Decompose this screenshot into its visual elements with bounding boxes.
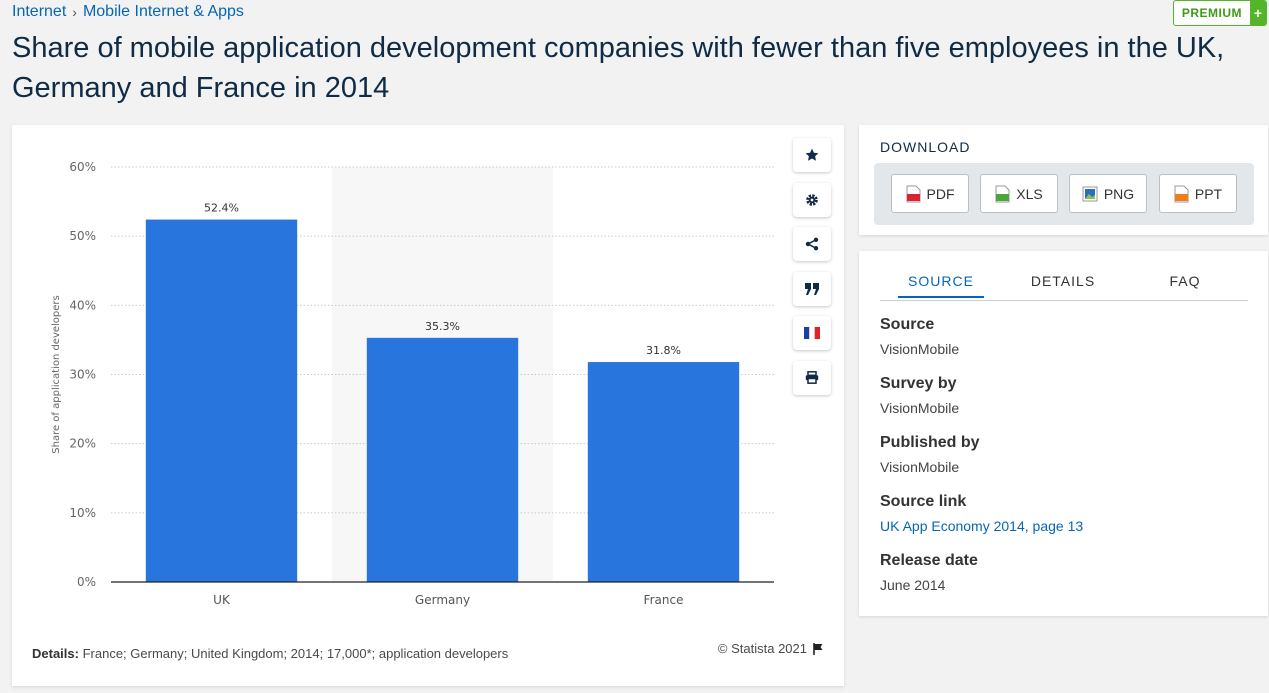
field-value: June 2014 bbox=[880, 577, 946, 593]
star-icon bbox=[805, 148, 819, 161]
download-card: DOWNLOAD PDF XLS PNG PPT bbox=[859, 125, 1268, 235]
download-ppt-button[interactable]: PPT bbox=[1159, 174, 1237, 213]
language-button[interactable] bbox=[793, 316, 831, 350]
x-tick-label: UK bbox=[213, 593, 231, 607]
field-value: VisionMobile bbox=[880, 459, 960, 475]
y-tick-label: 60% bbox=[69, 160, 96, 174]
field-published-by: Published by VisionMobile bbox=[880, 434, 980, 475]
chart-card: 0% 10% 20% 30% 40% 50% 60% Share of application… bbox=[12, 125, 844, 686]
field-label: Source link bbox=[880, 493, 967, 510]
field-source-link: Source link UK App Economy 2014, page 13 bbox=[880, 493, 1083, 534]
x-tick-label: Germany bbox=[415, 593, 470, 607]
field-source: Source VisionMobile bbox=[880, 316, 959, 357]
field-label: Published by bbox=[880, 434, 980, 451]
settings-button[interactable] bbox=[793, 182, 831, 217]
tab-faq[interactable]: FAQ bbox=[1169, 273, 1201, 289]
download-pdf-button[interactable]: PDF bbox=[891, 174, 969, 213]
png-file-icon bbox=[1082, 186, 1098, 201]
download-xls-button[interactable]: XLS bbox=[980, 174, 1058, 213]
bar bbox=[587, 362, 740, 582]
share-button[interactable] bbox=[793, 227, 831, 261]
y-axis-label: Share of application developers bbox=[51, 295, 62, 453]
field-label: Source bbox=[880, 316, 935, 333]
chart-details: Details: France; Germany; United Kingdom… bbox=[32, 646, 508, 661]
plus-icon: + bbox=[1250, 1, 1266, 25]
france-flag-icon bbox=[804, 327, 820, 339]
download-png-label: PNG bbox=[1103, 185, 1135, 202]
data-label: 52.4% bbox=[204, 202, 239, 215]
y-tick-label: 50% bbox=[69, 229, 96, 243]
y-tick-label: 10% bbox=[69, 506, 96, 520]
x-tick-label: France bbox=[644, 593, 684, 607]
download-pdf-label: PDF bbox=[926, 185, 955, 202]
gear-icon bbox=[806, 193, 818, 206]
source-link[interactable]: UK App Economy 2014, page 13 bbox=[880, 518, 1084, 534]
bar bbox=[366, 337, 519, 582]
field-value: VisionMobile bbox=[880, 400, 960, 416]
premium-label: PREMIUM bbox=[1181, 6, 1242, 20]
copyright-text: © Statista 2021 bbox=[717, 641, 807, 656]
y-tick-label: 40% bbox=[69, 298, 96, 312]
info-tabs: SOURCE DETAILS FAQ bbox=[880, 271, 1248, 301]
data-label: 31.8% bbox=[646, 344, 681, 357]
breadcrumb-link-mobile-internet[interactable]: Mobile Internet & Apps bbox=[82, 3, 244, 20]
flag-icon[interactable] bbox=[813, 642, 824, 655]
tab-details[interactable]: DETAILS bbox=[1030, 273, 1096, 289]
download-xls-label: XLS bbox=[1016, 185, 1043, 202]
download-ppt-label: PPT bbox=[1194, 185, 1223, 202]
cite-button[interactable] bbox=[793, 271, 831, 306]
quote-icon bbox=[805, 282, 819, 295]
favorite-button[interactable] bbox=[793, 138, 831, 172]
pdf-file-icon bbox=[906, 185, 920, 202]
details-label: Details: bbox=[32, 646, 79, 661]
y-tick-label: 20% bbox=[69, 437, 96, 451]
info-card: SOURCE DETAILS FAQ Source VisionMobile S… bbox=[859, 251, 1268, 616]
chart-toolbar bbox=[793, 138, 831, 405]
breadcrumb-link-internet[interactable]: Internet bbox=[12, 3, 67, 20]
field-label: Release date bbox=[880, 552, 978, 569]
bar bbox=[145, 219, 298, 583]
download-png-button[interactable]: PNG bbox=[1069, 174, 1147, 213]
print-button[interactable] bbox=[793, 360, 831, 395]
field-label: Survey by bbox=[880, 375, 957, 392]
bar-chart: 0% 10% 20% 30% 40% 50% 60% Share of application… bbox=[51, 160, 774, 607]
premium-badge[interactable]: PREMIUM + bbox=[1172, 0, 1267, 26]
ppt-file-icon bbox=[1174, 185, 1189, 202]
copyright: © Statista 2021 bbox=[718, 641, 824, 656]
y-tick-label: 0% bbox=[77, 575, 96, 589]
page-title: Share of mobile application development … bbox=[12, 32, 1225, 104]
xls-file-icon bbox=[995, 185, 1010, 202]
field-value: VisionMobile bbox=[880, 341, 960, 357]
details-text: France; Germany; United Kingdom; 2014; 1… bbox=[82, 646, 509, 661]
tab-source[interactable]: SOURCE bbox=[880, 273, 1002, 298]
field-survey-by: Survey by VisionMobile bbox=[880, 375, 959, 416]
y-tick-label: 30% bbox=[69, 368, 96, 382]
breadcrumb: Internet › Mobile Internet & Apps bbox=[12, 3, 244, 21]
data-label: 35.3% bbox=[425, 320, 460, 333]
print-icon bbox=[805, 371, 819, 384]
download-bar: PDF XLS PNG PPT bbox=[874, 163, 1254, 225]
share-icon bbox=[805, 237, 819, 251]
download-title: DOWNLOAD bbox=[880, 139, 971, 155]
field-release-date: Release date June 2014 bbox=[880, 552, 978, 593]
breadcrumb-separator: › bbox=[72, 4, 77, 20]
